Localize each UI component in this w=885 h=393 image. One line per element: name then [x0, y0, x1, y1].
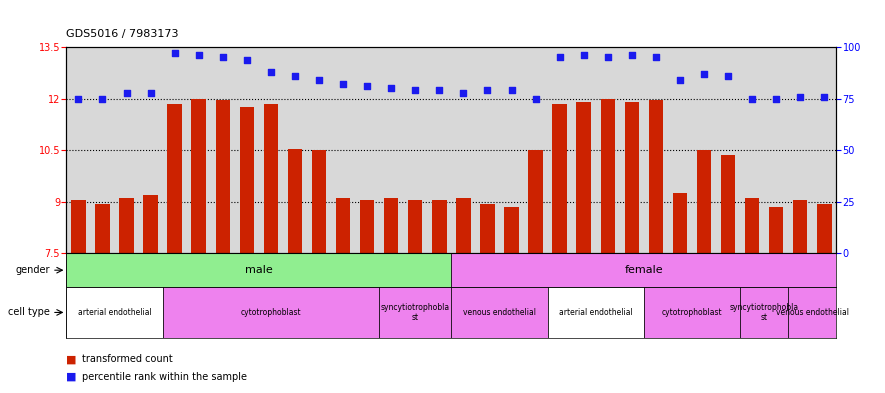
Bar: [696, 151, 712, 253]
Bar: [384, 198, 398, 253]
Point: [481, 87, 495, 94]
Bar: [379, 287, 451, 338]
Point: [408, 87, 422, 94]
Bar: [451, 253, 836, 287]
Text: syncytiotrophobla
st: syncytiotrophobla st: [729, 303, 798, 322]
Text: ■: ■: [66, 354, 77, 364]
Bar: [143, 195, 158, 253]
Point: [167, 50, 181, 57]
Point: [625, 52, 639, 59]
Point: [577, 52, 591, 59]
Point: [769, 95, 783, 102]
Text: ■: ■: [66, 372, 77, 382]
Bar: [769, 207, 783, 253]
Text: cell type: cell type: [8, 307, 50, 318]
Bar: [504, 207, 519, 253]
Point: [96, 95, 110, 102]
Text: female: female: [625, 265, 663, 275]
Bar: [649, 101, 663, 253]
Bar: [745, 198, 759, 253]
Bar: [625, 102, 639, 253]
Bar: [720, 156, 735, 253]
Point: [817, 94, 831, 100]
Text: transformed count: transformed count: [82, 354, 173, 364]
Text: syncytiotrophobla
st: syncytiotrophobla st: [381, 303, 450, 322]
Bar: [167, 104, 182, 253]
Bar: [576, 102, 591, 253]
Point: [649, 54, 663, 61]
Text: gender: gender: [15, 265, 50, 275]
Bar: [548, 287, 643, 338]
Point: [336, 81, 350, 87]
Bar: [66, 253, 451, 287]
Point: [721, 73, 735, 79]
Point: [192, 52, 206, 59]
Point: [240, 56, 254, 62]
Text: arterial endothelial: arterial endothelial: [558, 308, 633, 317]
Point: [264, 69, 278, 75]
Point: [673, 77, 687, 83]
Bar: [119, 198, 134, 253]
Point: [528, 95, 543, 102]
Point: [745, 95, 759, 102]
Bar: [163, 287, 379, 338]
Bar: [216, 101, 230, 253]
Bar: [481, 204, 495, 253]
Text: male: male: [245, 265, 273, 275]
Bar: [96, 204, 110, 253]
Point: [216, 54, 230, 61]
Bar: [528, 151, 543, 253]
Bar: [451, 287, 548, 338]
Point: [601, 54, 615, 61]
Point: [72, 95, 86, 102]
Point: [312, 77, 326, 83]
Text: venous endothelial: venous endothelial: [776, 308, 849, 317]
Bar: [360, 200, 374, 253]
Text: venous endothelial: venous endothelial: [463, 308, 536, 317]
Point: [696, 71, 711, 77]
Point: [504, 87, 519, 94]
Text: cytotrophoblast: cytotrophoblast: [241, 308, 301, 317]
Bar: [312, 151, 327, 253]
Bar: [408, 200, 422, 253]
Bar: [264, 104, 278, 253]
Bar: [66, 287, 163, 338]
Point: [457, 90, 471, 96]
Bar: [456, 198, 471, 253]
Text: arterial endothelial: arterial endothelial: [78, 308, 151, 317]
Bar: [601, 99, 615, 253]
Bar: [789, 287, 836, 338]
Point: [360, 83, 374, 90]
Bar: [240, 107, 254, 253]
Bar: [191, 99, 206, 253]
Bar: [740, 287, 789, 338]
Bar: [432, 200, 447, 253]
Point: [552, 54, 566, 61]
Bar: [817, 204, 832, 253]
Point: [793, 94, 807, 100]
Point: [288, 73, 302, 79]
Text: GDS5016 / 7983173: GDS5016 / 7983173: [66, 29, 179, 39]
Bar: [71, 200, 86, 253]
Bar: [643, 287, 740, 338]
Text: percentile rank within the sample: percentile rank within the sample: [82, 372, 247, 382]
Bar: [552, 104, 566, 253]
Point: [143, 90, 158, 96]
Point: [384, 85, 398, 92]
Point: [119, 90, 134, 96]
Point: [432, 87, 446, 94]
Bar: [288, 149, 302, 253]
Text: cytotrophoblast: cytotrophoblast: [662, 308, 722, 317]
Bar: [335, 198, 350, 253]
Bar: [673, 193, 687, 253]
Bar: [793, 200, 807, 253]
